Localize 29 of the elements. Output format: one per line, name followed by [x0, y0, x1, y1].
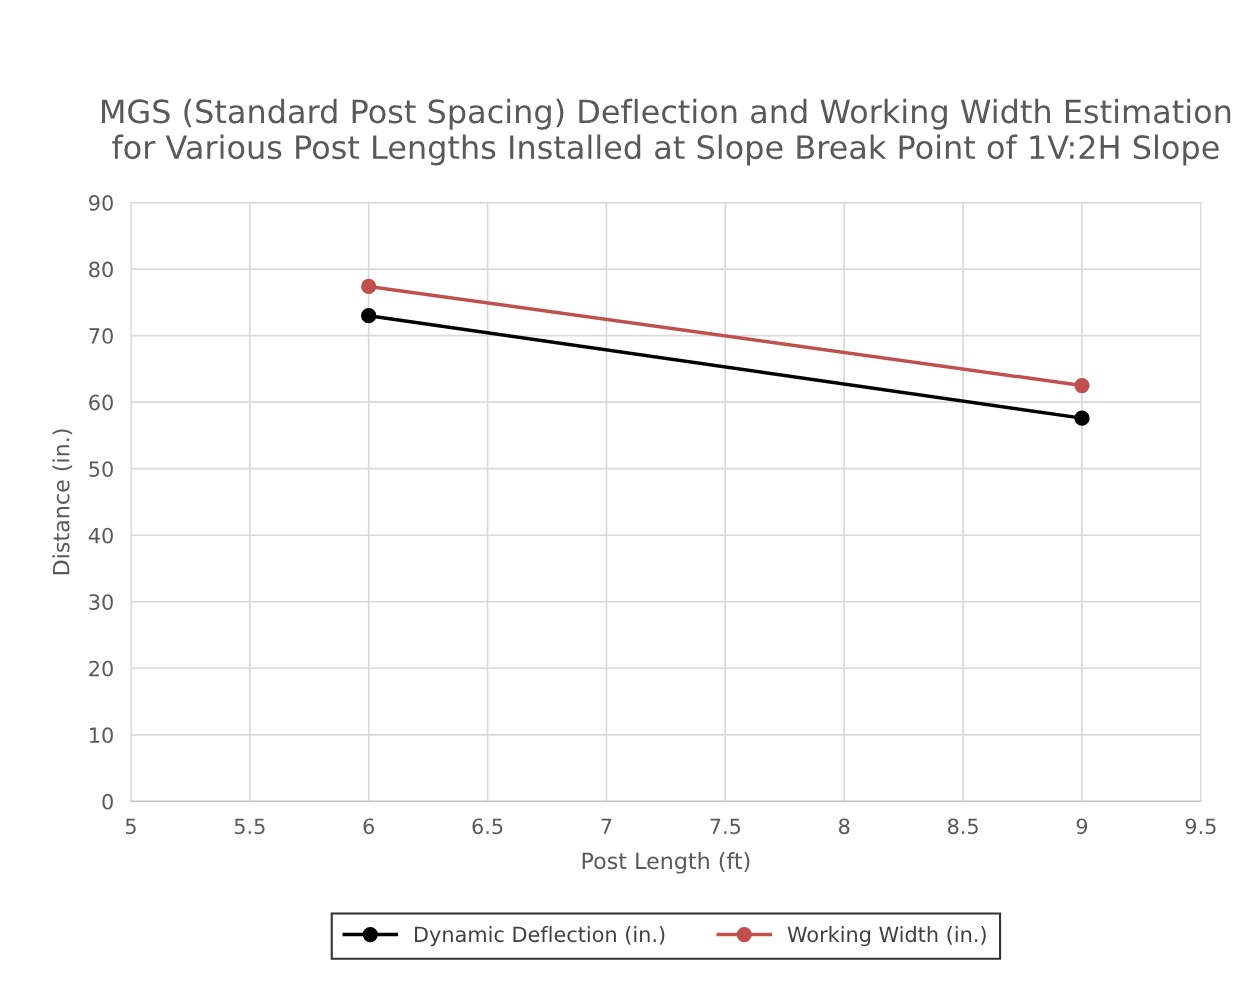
x-tick-label: 8 [839, 818, 850, 835]
x-tick-label: 5.5 [234, 818, 265, 835]
point [361, 308, 377, 324]
x-tick-label: 9.5 [1185, 818, 1216, 835]
x-tick-label: 8.5 [947, 818, 978, 835]
x-tick-label: 5 [125, 818, 136, 835]
legend-label: Working Width (in.) [787, 926, 986, 947]
y-tick-label: 70 [89, 328, 113, 344]
x-axis-title: Post Length (ft) [582, 852, 750, 874]
y-tick-label: 60 [89, 394, 113, 411]
point [1074, 410, 1090, 426]
y-tick-label: 20 [89, 660, 113, 677]
y-tick-label: 10 [90, 727, 113, 744]
point [361, 278, 377, 295]
x-tick-label: 7 [601, 818, 612, 834]
point [1074, 377, 1090, 394]
legend-label: Dynamic Deflection (in.) [415, 926, 665, 947]
y-tick-label: 30 [89, 594, 113, 610]
x-tick-label: 9 [1076, 818, 1088, 835]
y-tick-label: 40 [88, 527, 113, 544]
y-axis-title: Distance (in.) [52, 429, 73, 575]
y-tick-label: 80 [89, 261, 113, 278]
y-tick-label: 90 [89, 195, 113, 211]
y-tick-label: 50 [89, 461, 113, 477]
x-tick-label: 6 [363, 818, 375, 835]
y-tick-label: 0 [102, 793, 113, 810]
x-tick-label: 6.5 [472, 818, 503, 835]
chart-title: MGS (Standard Post Spacing) Deflection and Working Width Estimation for Various Post Lengths Installed at Slope Break Point of 1V:2H Slope [102, 98, 1231, 166]
x-tick-label: 7.5 [710, 818, 741, 835]
